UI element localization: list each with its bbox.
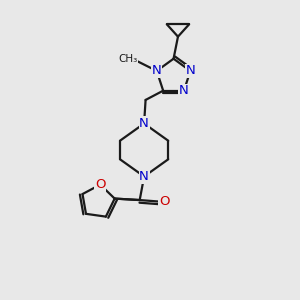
Text: N: N	[179, 84, 189, 97]
Text: N: N	[139, 170, 149, 183]
Text: CH₃: CH₃	[118, 54, 137, 64]
Text: N: N	[185, 64, 195, 77]
Text: O: O	[159, 195, 169, 208]
Text: N: N	[139, 117, 149, 130]
Text: N: N	[152, 64, 162, 77]
Text: O: O	[95, 178, 106, 191]
